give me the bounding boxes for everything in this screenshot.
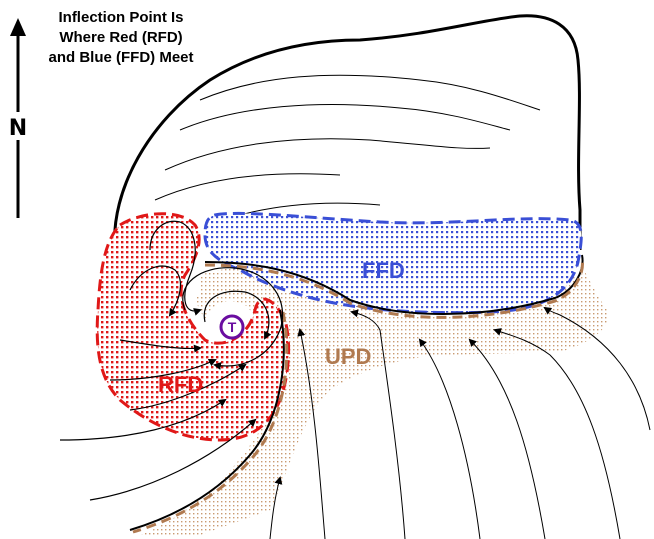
tornado-marker: T xyxy=(219,314,245,340)
gust-front-boundary xyxy=(204,254,584,315)
ffd-region xyxy=(203,211,583,315)
ffd-label: FFD xyxy=(362,258,405,283)
rfd-gust-boundary-dash xyxy=(132,311,289,534)
inflow-arrows xyxy=(269,306,651,539)
caption-line-2: Where Red (RFD) xyxy=(59,29,182,46)
upd-region xyxy=(140,265,608,535)
tornado-circle xyxy=(219,314,245,340)
upd-label: UPD xyxy=(325,344,371,369)
rfd-label: RFD xyxy=(158,372,203,397)
rfd-region xyxy=(95,212,291,442)
rfd-gust-boundary xyxy=(129,309,285,531)
caption: Inflection Point Is Where Red (RFD) and … xyxy=(49,9,194,66)
caption-line-1: Inflection Point Is xyxy=(58,9,183,26)
gust-front-boundary-dash xyxy=(204,257,585,319)
north-arrow: N xyxy=(6,18,30,218)
north-label: N xyxy=(9,116,27,141)
tornado-label: T xyxy=(228,319,237,335)
swirl-lines xyxy=(59,220,284,501)
north-arrowhead-icon xyxy=(10,18,26,36)
caption-line-3: and Blue (FFD) Meet xyxy=(49,49,194,66)
